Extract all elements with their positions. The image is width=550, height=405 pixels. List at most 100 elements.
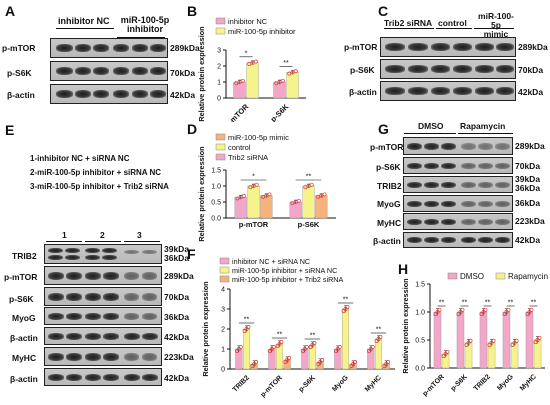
bar — [525, 311, 534, 369]
data-point — [441, 354, 446, 359]
data-point — [283, 360, 288, 364]
bar — [247, 185, 260, 219]
data-point — [333, 349, 338, 353]
row-label-beta-actin: β-actin — [373, 236, 401, 246]
blot-strip — [403, 176, 513, 193]
panel-label-h: H — [398, 261, 409, 277]
panel-label-a: A — [5, 3, 16, 19]
data-point — [303, 185, 308, 190]
legend-swatch — [495, 272, 506, 280]
significance-mark: * — [245, 50, 248, 57]
data-point — [290, 70, 295, 75]
significance-mark: ** — [343, 297, 349, 304]
bar — [456, 311, 465, 369]
bar — [286, 72, 299, 99]
data-point — [464, 342, 469, 347]
data-point — [251, 184, 256, 188]
legend-label: miR-100-5p mimic — [228, 133, 289, 142]
lane-underline — [124, 241, 160, 242]
data-point — [236, 347, 241, 351]
data-point — [514, 338, 519, 343]
blot-strip — [44, 244, 162, 264]
data-point — [234, 81, 239, 86]
significance-mark: ** — [376, 327, 382, 334]
significance-mark: ** — [531, 300, 537, 307]
lane-underline — [46, 241, 82, 242]
kda-label: 39kDa 36kDa — [515, 174, 541, 193]
data-point — [277, 80, 282, 84]
data-point — [248, 185, 253, 190]
row-label-myog: MyoG — [12, 313, 36, 323]
row-label-p-mtor: p-mTOR — [344, 42, 378, 52]
row-label-myhc: MyHC — [12, 353, 37, 363]
blot-strip — [403, 157, 513, 174]
x-category-label: p-S6K — [298, 374, 317, 393]
legend-label: miR-100-5p inhibitor — [228, 27, 296, 36]
data-point — [254, 182, 259, 187]
bar — [341, 308, 350, 370]
panel-label-g: G — [378, 121, 389, 137]
x-category-label: TRIB2 — [473, 373, 492, 392]
data-point — [237, 80, 242, 84]
data-point — [349, 364, 354, 368]
data-point — [382, 364, 387, 368]
y-tick-label: 0 — [217, 96, 221, 103]
x-category-label: MyHC — [364, 374, 383, 393]
kda-label: 36kDa — [164, 312, 190, 322]
legend-swatch — [219, 266, 230, 274]
blot-strip — [380, 81, 516, 101]
y-tick-label: 1.0 — [211, 184, 221, 191]
panel-label-d: D — [187, 121, 198, 137]
x-category-label: p-mTOR — [422, 373, 446, 397]
row-label-p-s6k: p-S6K — [9, 294, 34, 304]
y-tick-label: 4 — [221, 287, 225, 294]
row-label-p-mtor: p-mTOR — [370, 142, 404, 152]
data-point — [304, 345, 309, 349]
data-point — [267, 192, 272, 197]
group-underline — [436, 28, 472, 29]
x-category-label: MyoG — [496, 373, 515, 392]
row-label-p-s6k: p-S6K — [350, 65, 375, 75]
row-label-p-mtor: p-mTOR — [2, 43, 36, 53]
data-point — [341, 309, 346, 313]
kda-label: 42kDa — [170, 90, 196, 100]
data-point — [250, 60, 255, 65]
data-point — [491, 338, 496, 343]
data-point — [275, 344, 280, 348]
row-label-trib2: TRIB2 — [377, 181, 402, 191]
data-point — [285, 358, 290, 362]
data-point — [506, 307, 511, 312]
x-category-label: p-S6K — [450, 373, 469, 392]
blot-strip — [403, 232, 513, 248]
significance-mark: ** — [462, 300, 468, 307]
data-point — [240, 78, 245, 83]
significance-mark: ** — [283, 60, 289, 67]
data-point — [316, 194, 321, 199]
data-point — [525, 312, 530, 317]
data-point — [443, 352, 448, 356]
data-point — [489, 340, 494, 345]
row-label-beta-actin: β-actin — [10, 374, 38, 384]
data-point — [487, 342, 492, 347]
data-point — [481, 310, 486, 314]
kda-label: 42kDa — [518, 87, 544, 97]
kda-label: 70kDa — [170, 68, 196, 78]
data-point — [287, 356, 292, 360]
blot-strip — [44, 368, 162, 386]
bar — [374, 338, 383, 370]
legend-swatch — [215, 153, 226, 161]
blot-strip — [44, 307, 162, 325]
kda-label: 42kDa — [164, 373, 190, 383]
data-point — [235, 196, 240, 201]
panel-label-b: B — [187, 3, 198, 19]
y-axis-label: Relative protein expression — [201, 281, 210, 376]
bar — [242, 328, 251, 370]
data-point — [374, 339, 379, 343]
data-point — [280, 78, 285, 83]
data-point — [253, 59, 258, 64]
data-point — [433, 312, 438, 317]
kda-label: 223kDa — [515, 216, 545, 226]
significance-mark: ** — [508, 300, 514, 307]
